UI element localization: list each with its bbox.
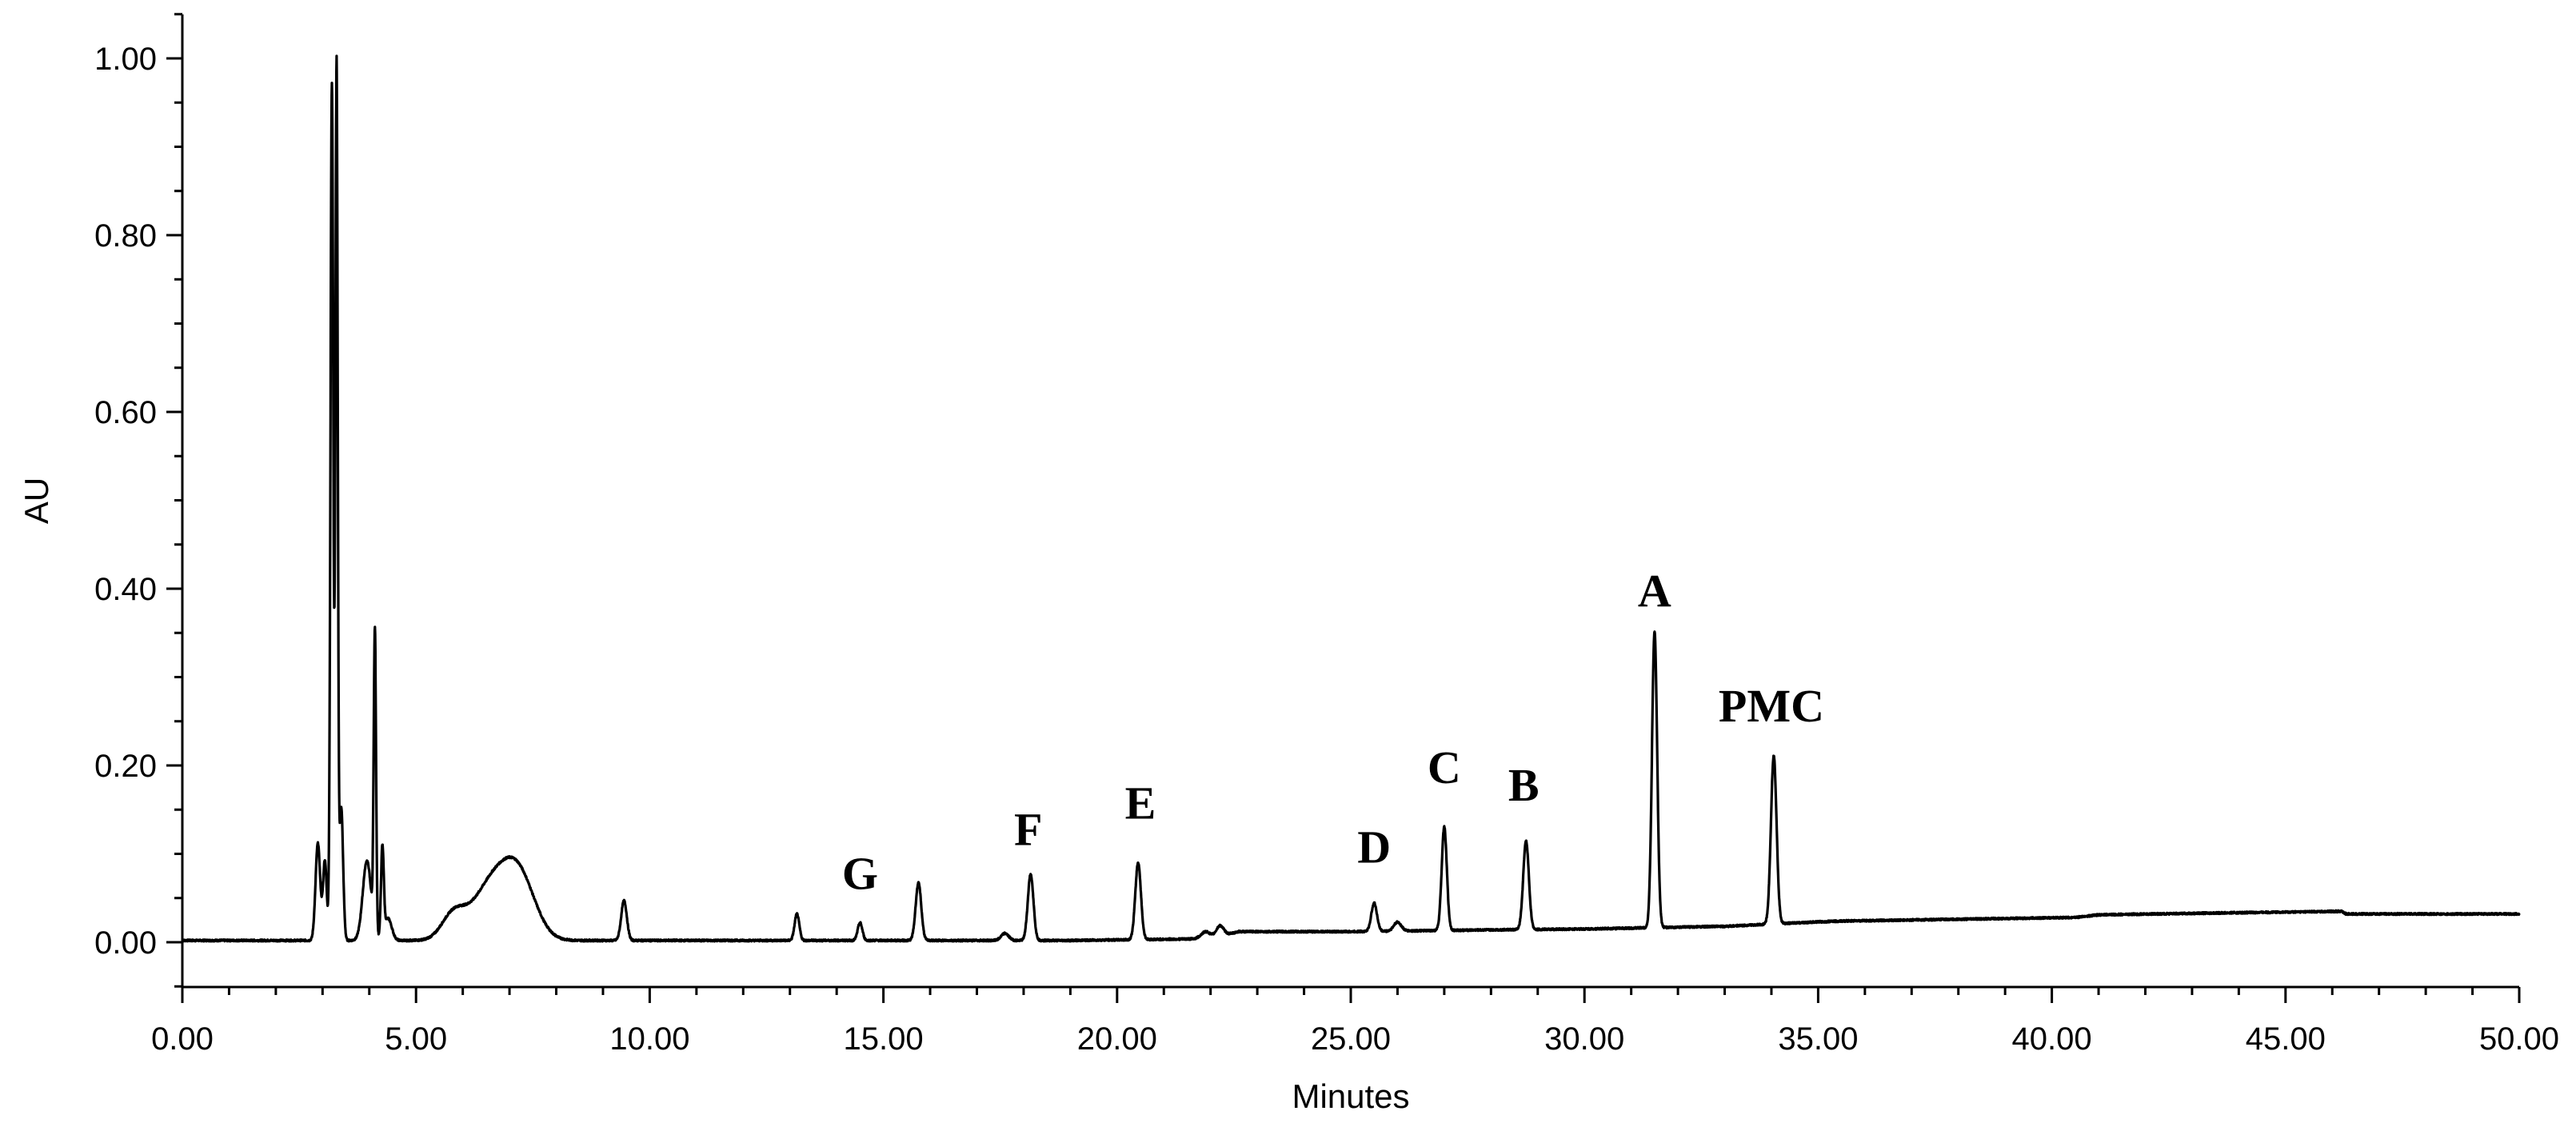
- x-tick-label: 40.00: [2012, 1021, 2092, 1057]
- y-tick-label: 0.60: [94, 395, 157, 430]
- x-tick-label: 10.00: [609, 1021, 689, 1057]
- chromatogram-trace: [181, 54, 2521, 943]
- y-tick-label: 0.20: [94, 749, 157, 784]
- y-axis-ticks: 0.00 0.20 0.40 0.60 0.80 1.00: [94, 13, 182, 988]
- series-layer: [181, 54, 2521, 943]
- y-tick-label: 0.40: [94, 572, 157, 607]
- peak-label: PMC: [1719, 680, 1824, 732]
- x-axis-ticks: 0.00 5.00 10.00 15.00 20.00 25.00 30.00 35.00 40…: [151, 987, 2559, 1057]
- x-tick-label: 15.00: [844, 1021, 924, 1057]
- peak-label: C: [1428, 741, 1461, 793]
- peak-label: A: [1638, 565, 1671, 617]
- y-tick-label: 0.80: [94, 218, 157, 254]
- peak-label: D: [1357, 821, 1391, 873]
- peak-annotations: G F E DC B A PMC: [842, 565, 1824, 900]
- peak-label: E: [1125, 777, 1156, 829]
- y-tick-label: 1.00: [94, 42, 157, 77]
- x-tick-label: 30.00: [1544, 1021, 1624, 1057]
- x-tick-label: 0.00: [151, 1021, 214, 1057]
- x-tick-label: 35.00: [1778, 1021, 1858, 1057]
- peak-label: G: [842, 848, 878, 900]
- y-axis-title: AU: [18, 478, 55, 524]
- x-tick-label: 45.00: [2246, 1021, 2326, 1057]
- y-tick-label: 0.00: [94, 925, 157, 961]
- x-axis-title: Minutes: [1292, 1077, 1409, 1115]
- peak-label: B: [1508, 759, 1540, 811]
- x-tick-label: 50.00: [2479, 1021, 2559, 1057]
- x-tick-label: 5.00: [385, 1021, 447, 1057]
- peak-label: F: [1014, 803, 1042, 855]
- x-tick-label: 25.00: [1311, 1021, 1391, 1057]
- x-tick-label: 20.00: [1077, 1021, 1157, 1057]
